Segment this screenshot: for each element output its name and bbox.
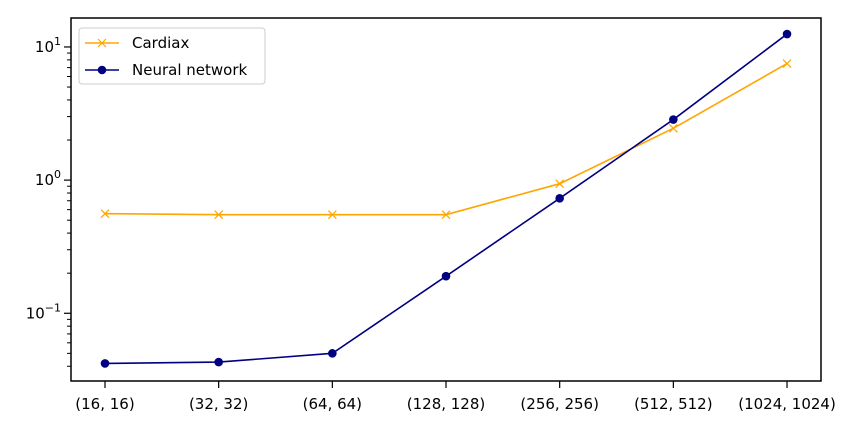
legend-item: Neural network — [85, 61, 247, 79]
data-point — [669, 115, 678, 124]
data-point — [214, 357, 223, 367]
legend-marker — [97, 38, 107, 48]
data-point — [214, 210, 224, 220]
legend-item: Cardiax — [85, 34, 189, 52]
x-tick-label: (16, 16) — [75, 395, 134, 413]
data-point — [100, 359, 110, 368]
y-tick-base: 10 — [35, 38, 54, 56]
data-point — [441, 210, 451, 220]
x-tick-label: (1024, 1024) — [738, 395, 836, 413]
data-point — [782, 59, 792, 69]
x-tick-label: (128, 128) — [407, 395, 486, 413]
data-point — [100, 209, 110, 219]
y-tick-exponent: 0 — [54, 168, 61, 181]
legend-label: Cardiax — [132, 34, 189, 52]
x-tick-label: (32, 32) — [189, 395, 248, 413]
legend: Cardiax Neural network — [78, 27, 266, 85]
data-point — [441, 271, 451, 281]
y-tick-base: 10 — [35, 171, 54, 189]
y-tick-base: 10 — [26, 304, 45, 322]
data-point — [327, 210, 337, 220]
x-axis: (16, 16) (32, 32) (64, 64) (128, 128) (256, … — [75, 381, 836, 413]
data-point — [668, 123, 678, 133]
x-tick-label: (64, 64) — [303, 395, 362, 413]
data-point — [328, 349, 337, 358]
y-tick-exponent: 1 — [54, 35, 61, 48]
data-point — [782, 29, 792, 39]
data-point — [555, 194, 564, 203]
legend-label: Neural network — [132, 61, 247, 79]
plot-area — [100, 29, 792, 368]
x-tick-label: (512, 512) — [634, 395, 713, 413]
data-point — [555, 179, 565, 189]
y-tick-label: 101 — [35, 35, 61, 56]
legend-marker — [97, 65, 107, 75]
legend-box — [78, 27, 266, 85]
series-line — [104, 62, 788, 216]
y-tick-exponent: −1 — [45, 301, 61, 314]
y-tick-label: 10−1 — [26, 301, 61, 322]
x-tick-label: (256, 256) — [520, 395, 599, 413]
y-tick-label: 100 — [35, 168, 61, 189]
